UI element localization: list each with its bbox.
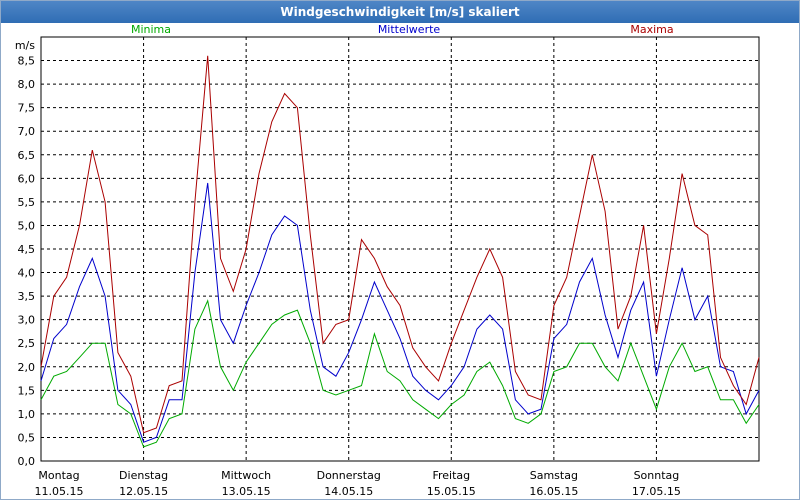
x-tick-day-label: Mittwoch <box>221 469 271 482</box>
y-tick-label: 5,5 <box>18 196 36 209</box>
x-tick-date-label: 14.05.15 <box>324 485 373 498</box>
y-tick-label: 2,0 <box>18 361 36 374</box>
x-tick-date-label: 17.05.15 <box>632 485 681 498</box>
y-tick-label: 7,0 <box>18 125 36 138</box>
chart-title: Windgeschwindigkeit [m/s] skaliert <box>1 1 799 23</box>
x-tick-date-label: 13.05.15 <box>222 485 271 498</box>
legend-maxima: Maxima <box>630 23 673 36</box>
x-tick-day-label: Freitag <box>432 469 470 482</box>
legend-minima: Minima <box>131 23 171 36</box>
x-tick-date-label: 16.05.15 <box>529 485 578 498</box>
legend-mittelwerte: Mittelwerte <box>378 23 441 36</box>
x-tick-day-label: Sonntag <box>634 469 680 482</box>
y-tick-label: 0,0 <box>18 455 36 468</box>
x-tick-day-label: Dienstag <box>119 469 168 482</box>
y-tick-label: 4,5 <box>18 243 36 256</box>
y-tick-label: 7,5 <box>18 102 36 115</box>
wind-speed-chart: 0,0 0,5 1,0 1,5 2,0 2,5 3,0 3,5 4,0 4,5 5,0 5,5 6,0 6… <box>15 23 760 498</box>
series-line-mittelwerte <box>40 182 760 443</box>
y-tick-label: 8,5 <box>18 55 36 68</box>
y-tick-label: 2,5 <box>18 337 36 350</box>
x-tick-day-label: Samstag <box>530 469 578 482</box>
series-line-minima <box>40 299 760 448</box>
y-tick-label: 3,5 <box>18 290 36 303</box>
y-tick-label: 3,0 <box>18 314 36 327</box>
y-unit-label: m/s <box>15 39 35 52</box>
y-tick-label: 1,0 <box>18 408 36 421</box>
x-tick-day-label: Montag <box>38 469 79 482</box>
y-tick-label: 6,0 <box>18 172 36 185</box>
x-tick-date-label: 12.05.15 <box>119 485 168 498</box>
y-tick-label: 0,5 <box>18 431 36 444</box>
series-line-maxima <box>40 55 760 434</box>
y-tick-label: 1,5 <box>18 384 36 397</box>
x-tick-day-label: Donnerstag <box>317 469 381 482</box>
y-tick-label: 5,0 <box>18 219 36 232</box>
x-tick-date-label: 15.05.15 <box>427 485 476 498</box>
y-tick-label: 4,0 <box>18 267 36 280</box>
x-tick-date-label: 11.05.15 <box>35 485 84 498</box>
y-tick-label: 8,0 <box>18 78 36 91</box>
y-tick-label: 6,5 <box>18 149 36 162</box>
